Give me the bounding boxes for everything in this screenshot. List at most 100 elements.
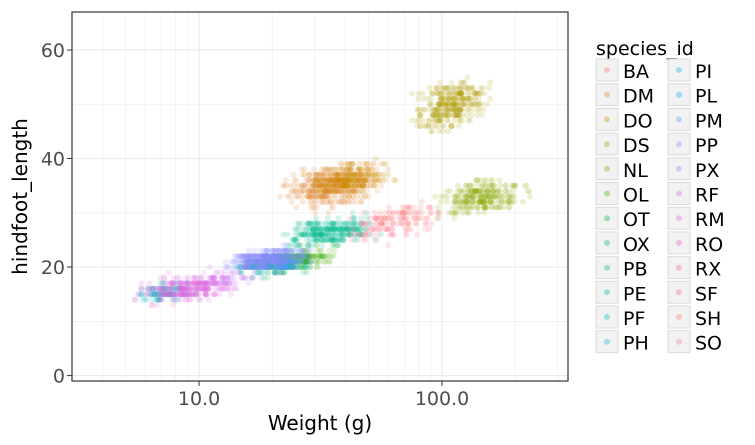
- data-point: [298, 231, 304, 238]
- data-point: [192, 274, 199, 281]
- data-point: [332, 177, 339, 184]
- data-point: [318, 231, 325, 238]
- data-point: [347, 226, 354, 233]
- data-point: [312, 258, 318, 265]
- data-point: [323, 166, 330, 173]
- data-point: [492, 204, 498, 211]
- data-point: [460, 95, 467, 102]
- data-point: [358, 177, 365, 184]
- data-point: [458, 90, 465, 97]
- data-point: [316, 226, 323, 233]
- data-point: [356, 177, 363, 184]
- data-point: [352, 226, 359, 233]
- data-point: [385, 242, 392, 249]
- data-point: [330, 171, 337, 178]
- data-point: [369, 226, 376, 233]
- legend-label: RX: [695, 259, 721, 281]
- data-point: [309, 226, 316, 233]
- data-point: [502, 188, 509, 195]
- data-point: [295, 253, 302, 260]
- data-point: [241, 264, 248, 270]
- data-point: [350, 188, 357, 195]
- data-point: [505, 204, 512, 211]
- data-point: [364, 166, 370, 173]
- data-point: [313, 188, 320, 195]
- data-point: [433, 85, 440, 91]
- data-point: [359, 182, 366, 189]
- data-point: [211, 291, 218, 298]
- data-point: [275, 253, 282, 260]
- data-point: [305, 247, 312, 254]
- data-point: [438, 85, 445, 91]
- data-point: [459, 79, 466, 86]
- data-point: [312, 171, 319, 178]
- data-point: [339, 193, 346, 200]
- data-point: [245, 247, 252, 254]
- data-point: [356, 182, 363, 189]
- data-point: [313, 215, 319, 222]
- data-point: [334, 177, 341, 184]
- data-point: [222, 264, 229, 270]
- data-point: [339, 171, 346, 178]
- data-point: [416, 112, 423, 119]
- data-point: [435, 106, 442, 113]
- data-point: [285, 258, 292, 265]
- data-point: [319, 236, 326, 243]
- data-point: [334, 171, 341, 178]
- data-point: [485, 193, 492, 200]
- data-point: [320, 182, 327, 189]
- data-point: [446, 90, 453, 97]
- data-point: [324, 188, 331, 195]
- data-point: [351, 215, 358, 222]
- data-point: [461, 101, 468, 108]
- data-point: [483, 101, 490, 108]
- data-point: [495, 193, 501, 200]
- data-point: [389, 215, 396, 222]
- data-point: [209, 274, 216, 281]
- data-point: [262, 253, 269, 260]
- data-point: [488, 182, 495, 189]
- data-point: [312, 193, 319, 200]
- data-point: [363, 177, 370, 184]
- data-point: [308, 220, 315, 227]
- data-point: [452, 112, 459, 119]
- data-point: [459, 95, 466, 102]
- data-point: [472, 95, 479, 102]
- data-point: [344, 160, 351, 167]
- data-point: [413, 220, 420, 227]
- data-point: [343, 226, 350, 233]
- data-point: [274, 269, 281, 276]
- data-point: [280, 231, 287, 238]
- data-point: [294, 226, 301, 233]
- data-point: [451, 95, 458, 102]
- data-point: [340, 177, 347, 184]
- data-point: [444, 101, 451, 108]
- data-point: [285, 258, 292, 265]
- data-point: [284, 264, 291, 270]
- data-point: [339, 226, 346, 233]
- data-point: [310, 231, 317, 238]
- data-point: [338, 226, 345, 233]
- data-point: [300, 231, 307, 238]
- data-point: [436, 101, 442, 108]
- data-point: [157, 274, 164, 281]
- legend-key-marker: [676, 190, 682, 197]
- data-point: [345, 220, 352, 227]
- data-point: [317, 226, 324, 233]
- data-point: [306, 193, 313, 200]
- data-point: [470, 85, 477, 91]
- data-point: [332, 188, 339, 195]
- data-point: [507, 193, 514, 200]
- data-point: [337, 171, 344, 178]
- data-point: [454, 112, 461, 119]
- data-point: [308, 198, 315, 205]
- data-point: [371, 177, 378, 184]
- data-point: [360, 160, 367, 167]
- data-point: [477, 90, 484, 97]
- data-point: [350, 220, 357, 227]
- data-point: [325, 236, 332, 243]
- data-point: [332, 166, 339, 173]
- data-point: [285, 258, 292, 265]
- data-point: [521, 182, 528, 189]
